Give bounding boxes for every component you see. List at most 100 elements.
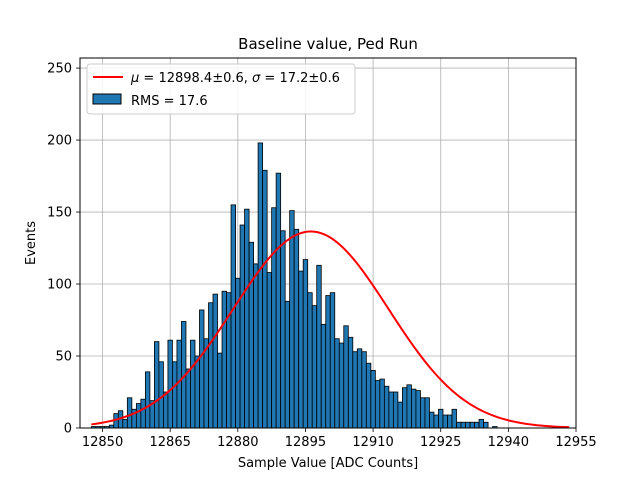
- histogram-bar: [266, 272, 273, 429]
- legend-box: [86, 63, 356, 115]
- histogram-bar: [135, 403, 142, 429]
- histogram-bar: [365, 362, 372, 429]
- histogram-bar: [447, 414, 453, 429]
- x-axis-ticks: 12850 12865 12880 12895 12910 12925 12940 12955: [82, 428, 597, 450]
- histogram-bar: [257, 142, 264, 429]
- histogram-bar: [379, 378, 385, 429]
- histogram-bar: [451, 408, 457, 429]
- histogram-bar: [302, 259, 309, 429]
- histogram-bar: [172, 361, 178, 429]
- histogram-bar: [244, 208, 250, 429]
- histogram-bar: [158, 361, 164, 429]
- histogram-bar: [420, 397, 426, 429]
- histogram-bar: [122, 418, 128, 429]
- y-tick-label: 100: [47, 278, 72, 293]
- histogram-bar: [474, 421, 480, 429]
- histogram-bar: [415, 390, 421, 429]
- histogram-bar: [217, 352, 223, 429]
- chart-title: Baseline value, Ped Run: [238, 35, 418, 53]
- histogram-bar: [442, 414, 448, 429]
- histogram-bar: [356, 348, 363, 429]
- histogram-bar: [438, 408, 444, 429]
- y-tick-label: 50: [55, 350, 72, 365]
- histogram-bar: [469, 421, 475, 429]
- x-tick-label: 12910: [352, 435, 393, 450]
- histogram-bar: [411, 388, 417, 429]
- histogram-bar: [374, 380, 381, 429]
- histogram-bar: [284, 300, 291, 429]
- legend-fit-mu-symbol: μ: [130, 71, 139, 86]
- histogram-bar: [185, 368, 191, 429]
- histogram-bar: [401, 387, 408, 429]
- histogram-bar: [230, 204, 236, 429]
- histogram-bar: [424, 397, 430, 429]
- histogram-bar: [239, 224, 245, 429]
- histogram-bar: [329, 292, 336, 429]
- histogram-bar: [465, 421, 471, 429]
- y-tick-label: 200: [47, 134, 72, 149]
- legend-fit-sigma-symbol: σ: [252, 71, 261, 86]
- x-tick-label: 12940: [488, 435, 529, 450]
- histogram-bar: [144, 371, 151, 429]
- histogram-bar: [429, 411, 435, 429]
- histogram-bar: [352, 351, 358, 429]
- histogram-bar: [262, 169, 268, 429]
- histogram-bar: [320, 323, 327, 429]
- x-tick-label: 12865: [150, 435, 191, 450]
- legend-fit-label: μ = 12898.4±0.6, σ = 17.2±0.6: [130, 71, 340, 86]
- y-tick-label: 250: [47, 62, 72, 77]
- x-tick-label: 12895: [285, 435, 326, 450]
- histogram-bar: [388, 391, 394, 429]
- histogram-bar: [334, 338, 340, 429]
- histogram-bar: [338, 342, 345, 429]
- histogram-bar: [460, 421, 466, 429]
- histogram-bar: [298, 270, 304, 429]
- x-tick-label: 12955: [555, 435, 596, 450]
- legend-fit-mu-value: = 12898.4±0.6,: [139, 71, 252, 86]
- x-axis-label: Sample Value [ADC Counts]: [238, 456, 418, 471]
- histogram-bar: [343, 325, 349, 429]
- histogram-bar: [163, 391, 169, 429]
- histogram-bar: [370, 370, 376, 429]
- histogram-bar: [253, 263, 259, 429]
- legend-histogram-label: RMS = 17.6: [131, 94, 208, 109]
- histogram-bar: [212, 293, 218, 429]
- histogram-bar: [194, 355, 200, 429]
- y-axis-ticks: 0 50 100 150 200 250: [47, 62, 80, 437]
- histogram-bars: [90, 142, 498, 429]
- histogram-bar: [199, 309, 205, 429]
- histogram-bar: [190, 339, 196, 429]
- y-tick-label: 0: [64, 422, 72, 437]
- histogram-bar: [325, 295, 331, 429]
- histogram-bar: [126, 397, 133, 429]
- histogram-bar: [280, 230, 286, 429]
- histogram-bar: [307, 292, 313, 429]
- x-tick-label: 12850: [82, 435, 123, 450]
- histogram-bar: [433, 414, 439, 429]
- histogram-bar: [167, 339, 173, 429]
- gaussian-fit-curve: [91, 230, 570, 429]
- histogram-bar: [311, 305, 318, 429]
- histogram-bar: [221, 290, 227, 429]
- histogram-bar: [456, 421, 462, 429]
- plot-frame: [79, 57, 577, 429]
- histogram-bar: [140, 398, 146, 429]
- histogram-bar: [275, 172, 282, 429]
- y-axis-label: Events: [24, 221, 39, 265]
- y-tick-label: 150: [47, 206, 72, 221]
- histogram-bar: [406, 384, 412, 429]
- x-tick-label: 12925: [420, 435, 461, 450]
- histogram-bar: [293, 228, 300, 429]
- histogram-bar: [397, 401, 403, 429]
- histogram-bar: [392, 391, 399, 429]
- legend: μ = 12898.4±0.6, σ = 17.2±0.6 RMS = 17.6: [86, 63, 356, 115]
- histogram-bar: [483, 421, 489, 429]
- histogram-bar: [248, 241, 255, 429]
- histogram-bar: [383, 385, 390, 429]
- histogram-bar: [361, 351, 367, 429]
- histogram-bar: [208, 302, 214, 429]
- x-tick-label: 12880: [217, 435, 258, 450]
- histogram-bar: [271, 207, 277, 429]
- legend-histogram-swatch: [92, 93, 122, 105]
